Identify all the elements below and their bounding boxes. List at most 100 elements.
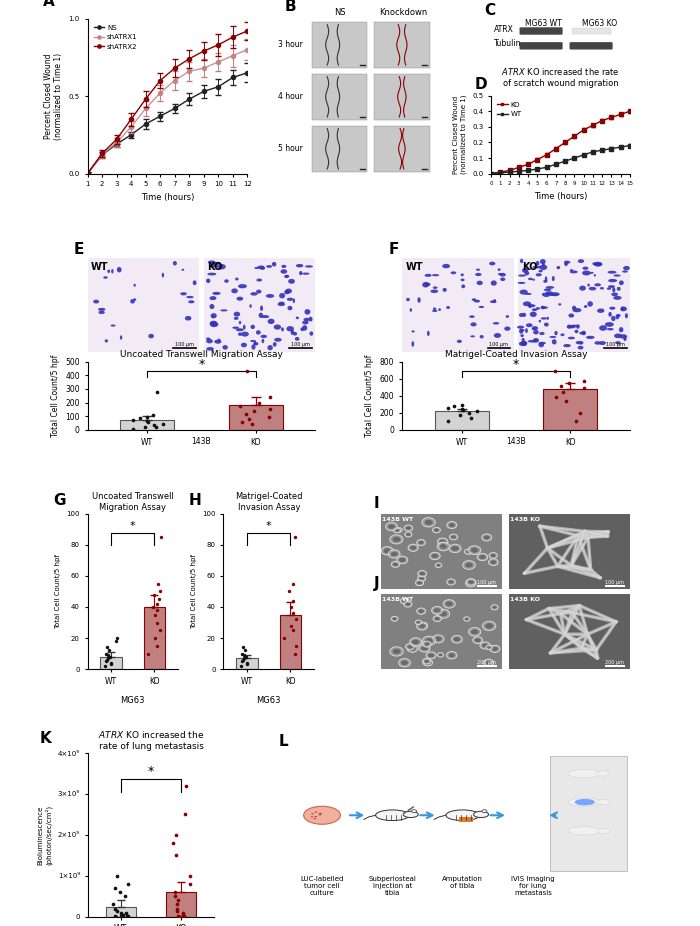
Title: Matrigel-Coated Invasion Assay: Matrigel-Coated Invasion Assay xyxy=(444,350,587,359)
Ellipse shape xyxy=(251,292,258,295)
Ellipse shape xyxy=(403,811,419,818)
Ellipse shape xyxy=(564,261,570,264)
Ellipse shape xyxy=(485,623,493,629)
shATRX1 xyxy=(243,44,251,55)
Ellipse shape xyxy=(419,572,425,575)
Ellipse shape xyxy=(471,630,478,634)
Point xyxy=(236,646,247,661)
Ellipse shape xyxy=(489,262,496,266)
WT xyxy=(608,144,616,155)
Ellipse shape xyxy=(568,325,575,329)
Ellipse shape xyxy=(422,641,432,647)
Ellipse shape xyxy=(582,267,589,269)
Text: IVIS Imaging
for lung
metastasis: IVIS Imaging for lung metastasis xyxy=(511,876,554,895)
Point xyxy=(287,576,298,591)
KO xyxy=(542,149,551,160)
Ellipse shape xyxy=(468,627,482,636)
Ellipse shape xyxy=(393,528,401,533)
Ellipse shape xyxy=(447,579,456,585)
Ellipse shape xyxy=(548,651,552,655)
Point xyxy=(110,909,121,924)
Ellipse shape xyxy=(181,293,187,295)
Ellipse shape xyxy=(300,328,304,332)
Ellipse shape xyxy=(545,546,550,550)
Ellipse shape xyxy=(524,271,529,275)
Ellipse shape xyxy=(532,328,536,331)
Ellipse shape xyxy=(410,308,412,312)
Ellipse shape xyxy=(479,306,484,308)
Ellipse shape xyxy=(99,310,105,314)
Ellipse shape xyxy=(435,637,442,641)
Ellipse shape xyxy=(520,258,523,263)
Point xyxy=(111,903,122,918)
Ellipse shape xyxy=(568,314,574,318)
KO xyxy=(608,112,616,123)
Ellipse shape xyxy=(120,335,122,340)
Ellipse shape xyxy=(401,660,408,665)
Ellipse shape xyxy=(314,818,316,820)
Ellipse shape xyxy=(284,275,289,278)
Ellipse shape xyxy=(388,524,395,529)
Ellipse shape xyxy=(449,653,455,657)
shATRX2 xyxy=(141,94,150,105)
Ellipse shape xyxy=(494,333,501,338)
shATRX2 xyxy=(243,25,251,36)
Title: Matrigel-Coated
Invasion Assay: Matrigel-Coated Invasion Assay xyxy=(235,493,302,512)
Ellipse shape xyxy=(542,262,545,267)
Ellipse shape xyxy=(530,311,537,317)
Point xyxy=(111,633,122,648)
Point xyxy=(550,364,561,379)
Ellipse shape xyxy=(254,267,259,269)
shATRX2 xyxy=(185,54,193,65)
Ellipse shape xyxy=(464,549,473,555)
Point xyxy=(115,908,126,923)
Y-axis label: Total Cell Count/5 hpf: Total Cell Count/5 hpf xyxy=(365,355,375,437)
Ellipse shape xyxy=(568,798,601,807)
Text: L: L xyxy=(279,734,288,749)
Ellipse shape xyxy=(417,297,421,303)
Ellipse shape xyxy=(518,274,526,277)
Point xyxy=(155,530,167,544)
Ellipse shape xyxy=(312,813,314,815)
Point xyxy=(265,390,276,405)
Ellipse shape xyxy=(218,338,220,343)
Ellipse shape xyxy=(608,285,615,288)
Ellipse shape xyxy=(446,651,458,659)
Ellipse shape xyxy=(214,340,221,344)
Ellipse shape xyxy=(416,539,426,546)
Ellipse shape xyxy=(554,331,558,335)
Ellipse shape xyxy=(457,340,462,343)
Point xyxy=(120,906,131,920)
Ellipse shape xyxy=(524,618,528,621)
Ellipse shape xyxy=(208,260,216,264)
Ellipse shape xyxy=(395,528,402,532)
Ellipse shape xyxy=(617,287,621,291)
Ellipse shape xyxy=(449,533,458,540)
Ellipse shape xyxy=(462,560,476,569)
Point xyxy=(442,400,454,415)
Point xyxy=(237,640,248,655)
Ellipse shape xyxy=(612,287,615,293)
Point xyxy=(127,412,139,427)
Ellipse shape xyxy=(449,581,454,583)
Point xyxy=(109,901,120,916)
Ellipse shape xyxy=(104,339,108,343)
Text: 5 hour: 5 hour xyxy=(278,144,303,154)
shATRX2 xyxy=(127,114,135,125)
Text: 143B WT: 143B WT xyxy=(382,517,413,521)
Ellipse shape xyxy=(419,609,424,613)
Ellipse shape xyxy=(580,332,585,334)
WT xyxy=(524,165,532,176)
Ellipse shape xyxy=(173,261,177,266)
WT xyxy=(542,162,551,173)
Text: Subperiosteal
injection at
tibia: Subperiosteal injection at tibia xyxy=(368,876,416,895)
Text: I: I xyxy=(374,496,379,511)
Bar xyxy=(166,892,196,917)
Point xyxy=(243,411,254,426)
Ellipse shape xyxy=(385,522,398,532)
Ellipse shape xyxy=(430,290,438,293)
Ellipse shape xyxy=(278,303,285,307)
Point xyxy=(555,378,566,393)
Point xyxy=(106,657,117,671)
Point xyxy=(154,623,165,638)
